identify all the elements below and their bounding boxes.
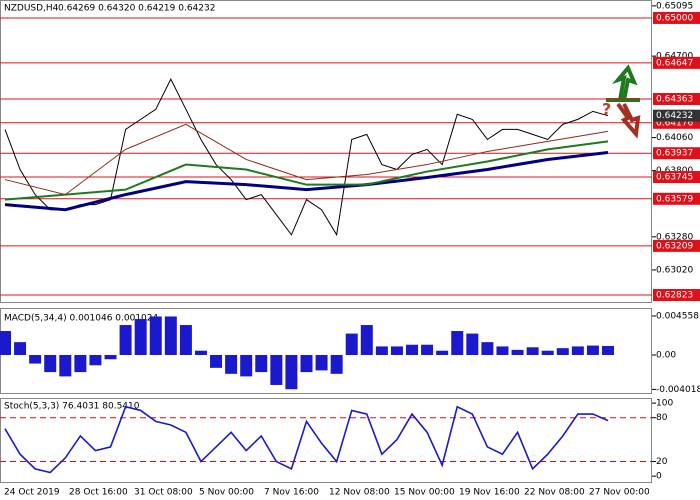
macd-bar (375, 346, 388, 355)
level-label: 0.62823 (656, 291, 693, 301)
y-tick-label: 20 (656, 457, 668, 467)
level-label: 0.64363 (656, 95, 693, 105)
macd-bar (315, 354, 328, 371)
macd-bar (134, 319, 147, 355)
level-label: 0.63745 (656, 173, 693, 183)
level-tag (653, 11, 700, 24)
macd-bar (179, 325, 192, 355)
macd-bar (421, 344, 434, 355)
macd-bar (194, 350, 207, 355)
level-tag (653, 289, 700, 302)
x-tick-label: 5 Nov 00:00 (199, 488, 254, 498)
macd-bar (255, 354, 268, 373)
question-mark: ? (602, 100, 611, 119)
macd-bar (164, 316, 177, 355)
macd-bar (14, 342, 27, 355)
macd-bar (541, 350, 554, 355)
macd-bar (345, 333, 358, 355)
level-tag (653, 192, 700, 205)
macd-bar (119, 325, 132, 355)
macd-bar (44, 354, 57, 373)
x-tick-label: 28 Oct 16:00 (69, 488, 128, 498)
level-label: 0.64647 (656, 58, 693, 68)
macd-bar (285, 354, 298, 390)
macd-bar (104, 354, 117, 360)
quote: 0.64269 0.64320 0.64219 0.64232 (58, 4, 215, 14)
y-tick-label: -0.004018 (656, 385, 700, 395)
macd-bar (225, 354, 238, 374)
y-tick-label: 0.00 (656, 350, 676, 360)
main-pane (0, 0, 652, 303)
stoch-pane (0, 398, 652, 483)
y-tick-label: 0.004558 (656, 311, 699, 321)
macd-bar (270, 354, 283, 385)
up-arrow (606, 64, 640, 102)
level-label: 0.65000 (656, 13, 693, 23)
macd-bar (586, 345, 599, 355)
macd-bar (360, 325, 373, 355)
macd-bar (0, 331, 11, 355)
macd-bar (526, 347, 539, 355)
y-tick-label: 80 (656, 413, 668, 423)
macd-bar (29, 354, 42, 364)
macd-bar (74, 354, 87, 373)
level-tag (653, 239, 700, 252)
x-tick-label: 27 Nov 00:00 (589, 488, 650, 498)
x-tick-label: 12 Nov 08:00 (329, 488, 390, 498)
y-tick-label: 0.63280 (656, 232, 693, 242)
macd-bar (89, 354, 102, 366)
level-tag (653, 147, 700, 160)
x-tick-label: 19 Nov 16:00 (459, 488, 520, 498)
down-arrow (616, 102, 641, 139)
macd-bar (451, 331, 464, 355)
stoch-line (4, 405, 609, 474)
macd-bar (436, 350, 449, 355)
y-tick-label: 0.64700 (656, 52, 693, 62)
macd-bar (149, 316, 162, 355)
stoch-title: Stoch(5,3,3) 76.4031 80.5410 (4, 402, 140, 412)
macd-bar (330, 354, 343, 374)
y-tick-label: 0 (656, 472, 662, 482)
level-label: 0.63579 (656, 194, 693, 204)
macd-bar (556, 348, 569, 355)
level-tag (653, 56, 700, 69)
y-tick-label: 100 (656, 399, 673, 409)
price-line (4, 150, 609, 212)
x-tick-label: 31 Oct 08:00 (134, 488, 193, 498)
y-tick-label: 0.64060 (656, 133, 693, 143)
macd-bar (511, 349, 524, 355)
macd-title: MACD(5,34,4) 0.001046 0.001024 (4, 314, 159, 324)
level-tag (653, 93, 700, 106)
y-tick-label: 0.63020 (656, 265, 693, 275)
x-tick-label: 24 Oct 2019 (4, 488, 60, 498)
level-label: 0.63209 (656, 241, 693, 251)
macd-bar (210, 354, 223, 368)
macd-bar (602, 346, 614, 355)
macd-bar (390, 346, 403, 355)
macd-bar (59, 354, 72, 377)
x-tick-label: 7 Nov 16:00 (264, 488, 319, 498)
price-label: 0.64232 (656, 111, 693, 121)
macd-bar (496, 346, 509, 355)
macd-bar (300, 354, 313, 373)
price-line (4, 140, 609, 201)
macd-bar (406, 344, 419, 355)
level-tag (653, 171, 700, 184)
macd-bar (466, 333, 479, 355)
macd-bar (240, 354, 253, 377)
price-line (4, 123, 609, 196)
macd-bar (481, 342, 494, 355)
macd-bar (571, 346, 584, 355)
level-label: 0.64176 (656, 118, 693, 128)
x-tick-label: 15 Nov 00:00 (394, 488, 455, 498)
price-line (4, 78, 609, 237)
y-tick-label: 0.65095 (656, 1, 693, 11)
symbol: NZDUSD,H4 (4, 4, 59, 14)
x-tick-label: 22 Nov 08:00 (524, 488, 585, 498)
level-label: 0.63937 (656, 149, 693, 159)
price-tag (653, 109, 700, 122)
